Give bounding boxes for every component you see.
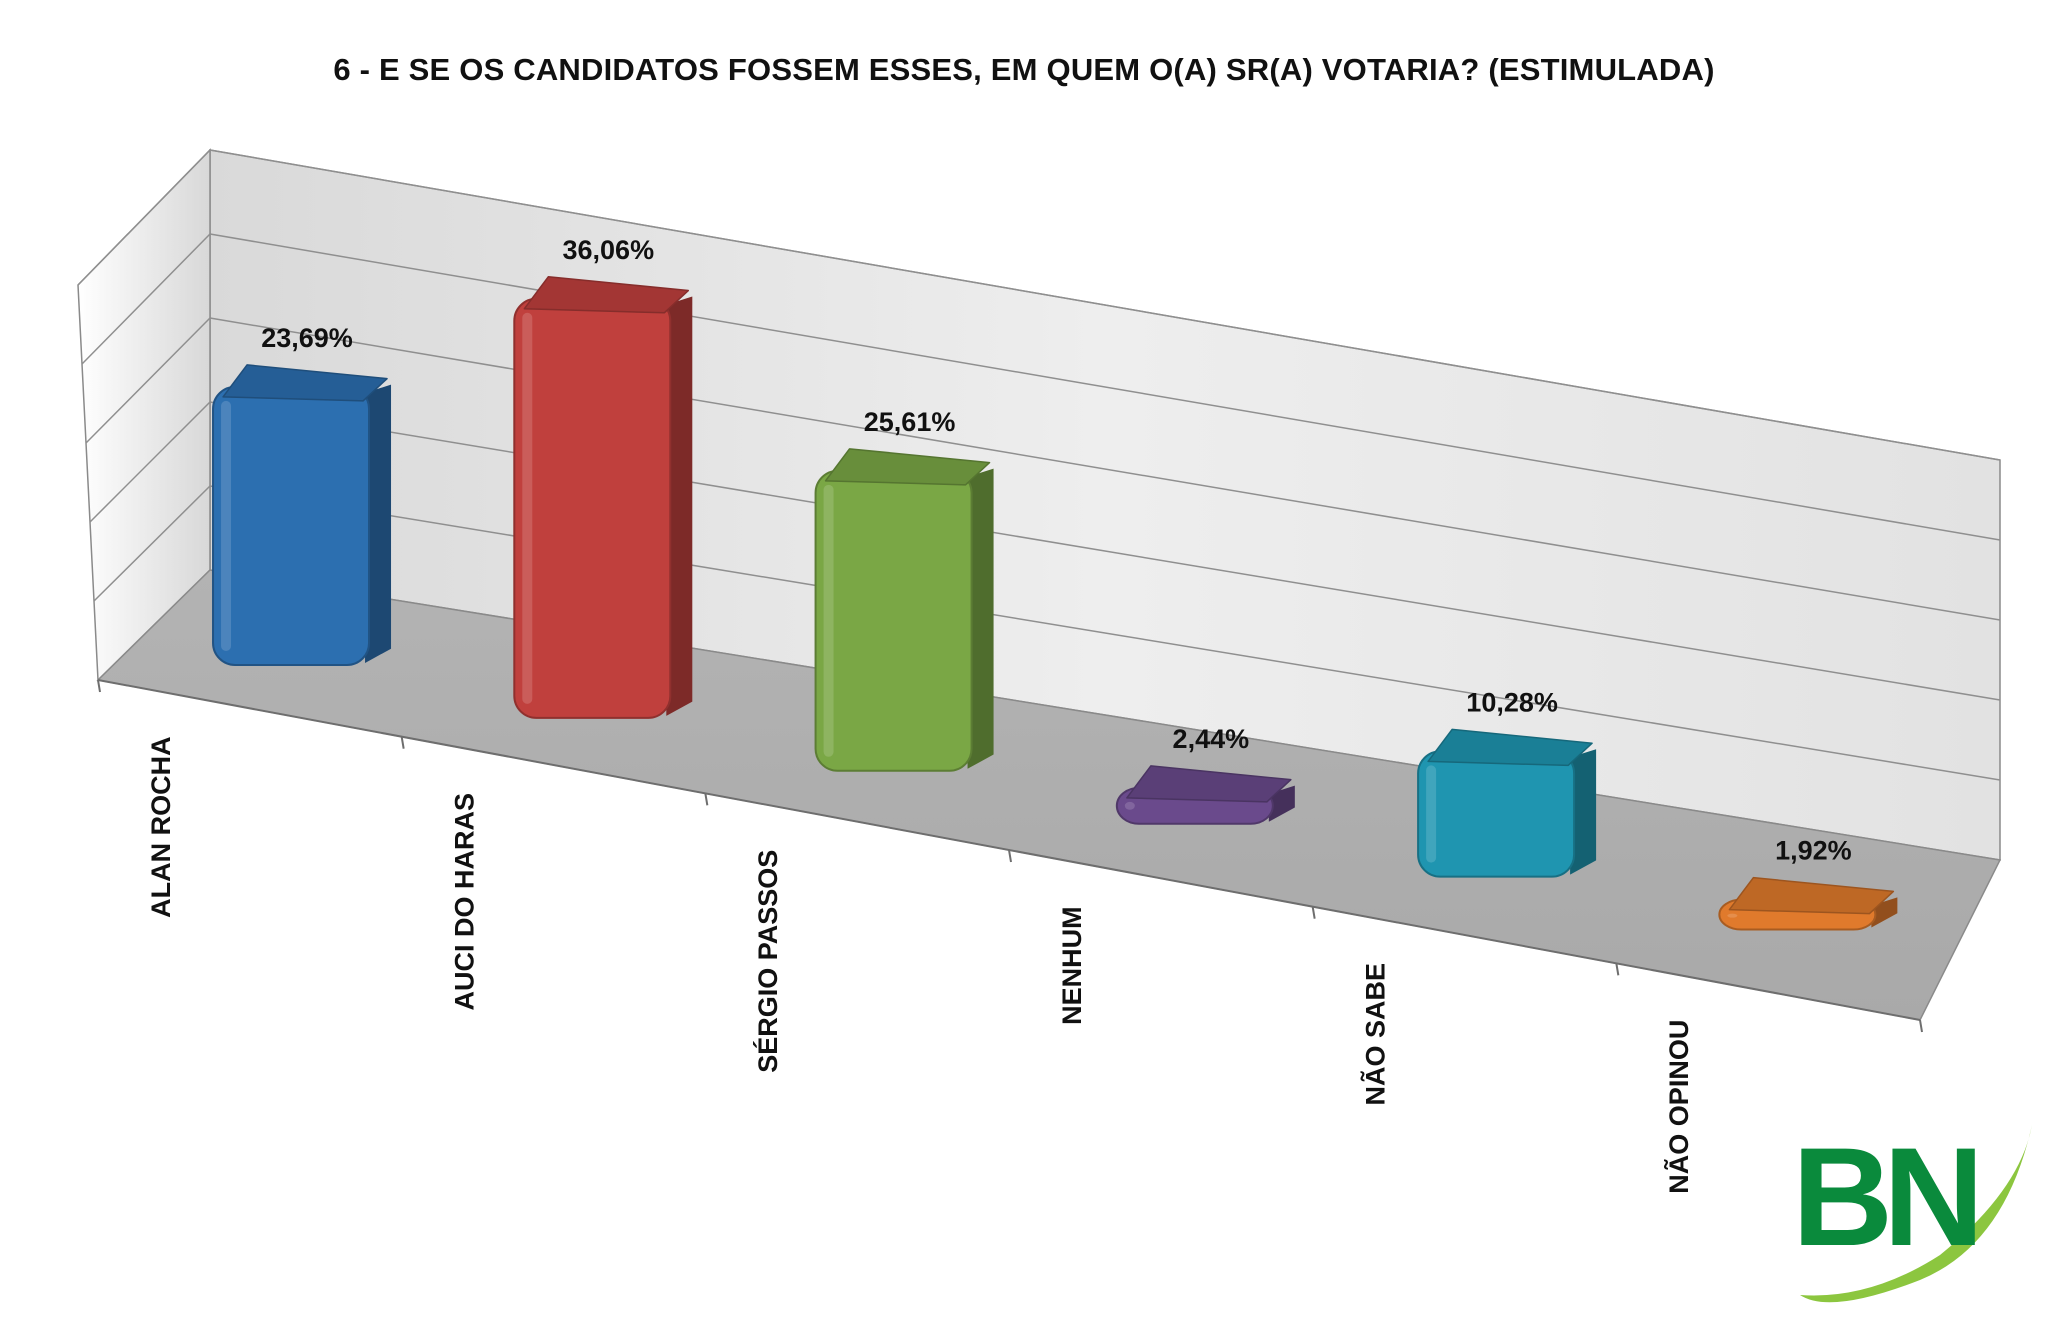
x-axis-tick bbox=[1008, 849, 1012, 863]
bar-6 bbox=[1718, 876, 1898, 931]
gridline bbox=[209, 401, 2001, 701]
bar-highlight bbox=[522, 312, 533, 704]
bar-side-face bbox=[1570, 749, 1597, 875]
bar-top-face bbox=[222, 364, 388, 402]
logo-swoosh bbox=[1800, 1125, 2032, 1303]
gridline bbox=[77, 149, 211, 286]
gridline bbox=[81, 233, 211, 365]
x-axis-tick bbox=[1615, 963, 1620, 976]
bar-top-face bbox=[824, 448, 991, 486]
bar-top-face bbox=[1728, 876, 1895, 915]
gridline bbox=[93, 485, 211, 602]
x-axis-tick bbox=[400, 736, 405, 749]
bar-side-face bbox=[365, 384, 392, 663]
bar-top-face bbox=[1427, 728, 1593, 767]
gridline bbox=[209, 149, 2001, 461]
x-axis-tick bbox=[704, 793, 709, 806]
bar-5 bbox=[1417, 728, 1597, 878]
bar-1 bbox=[212, 364, 392, 666]
category-label-3: SÉRGIO PASSOS bbox=[752, 850, 783, 1073]
bar-highlight bbox=[1426, 765, 1437, 863]
gridline bbox=[209, 485, 2001, 781]
bar-side-face bbox=[967, 468, 994, 769]
bar-4 bbox=[1115, 765, 1295, 825]
value-label-4: 2,44% bbox=[1173, 724, 1250, 754]
bar-top-face bbox=[523, 276, 690, 314]
value-label-3: 25,61% bbox=[864, 407, 956, 437]
bar-highlight bbox=[221, 400, 232, 651]
gridline bbox=[209, 317, 2001, 621]
category-label-1: ALAN ROCHA bbox=[146, 736, 176, 918]
gridline bbox=[85, 317, 211, 444]
bn-logo: BN bbox=[1792, 1118, 2032, 1303]
bar-top-face bbox=[1126, 765, 1292, 803]
chart-category-labels: ALAN ROCHA AUCI DO HARAS SÉRGIO PASSOS NENH… bbox=[97, 679, 1923, 1194]
bar-front-face bbox=[212, 385, 371, 666]
x-axis-tick bbox=[1311, 906, 1316, 919]
bar-side-face bbox=[666, 296, 693, 716]
value-label-6: 1,92% bbox=[1775, 836, 1852, 866]
gridline bbox=[89, 401, 211, 523]
gridline bbox=[209, 233, 2001, 541]
category-label-5: NÃO SABE bbox=[1360, 963, 1391, 1106]
chart-bars bbox=[212, 276, 1898, 931]
chart-gridlines bbox=[77, 149, 2001, 781]
logo-text: BN bbox=[1792, 1118, 1975, 1275]
bar-3 bbox=[814, 448, 994, 772]
value-label-1: 23,69% bbox=[261, 323, 353, 353]
bar-highlight bbox=[1124, 801, 1135, 810]
category-label-4: NENHUM bbox=[1057, 906, 1087, 1024]
bar-2 bbox=[513, 276, 693, 719]
x-axis-tick bbox=[1919, 1019, 1923, 1033]
chart-value-labels: 23,69% 36,06% 25,61% 2,44% 10,28% 1,92% bbox=[261, 235, 1851, 866]
bar-highlight bbox=[1727, 913, 1738, 918]
bar-front-face bbox=[513, 297, 672, 719]
category-label-2: AUCI DO HARAS bbox=[450, 793, 480, 1011]
bar-front-face bbox=[814, 469, 973, 772]
chart-title: 6 - E SE OS CANDIDATOS FOSSEM ESSES, EM … bbox=[333, 52, 1715, 87]
value-label-5: 10,28% bbox=[1466, 687, 1558, 717]
value-label-2: 36,06% bbox=[563, 235, 655, 265]
bar-front-face bbox=[1417, 750, 1576, 878]
bar-highlight bbox=[823, 484, 834, 757]
category-label-6: NÃO OPINOU bbox=[1663, 1020, 1694, 1194]
x-axis-tick bbox=[97, 679, 101, 693]
